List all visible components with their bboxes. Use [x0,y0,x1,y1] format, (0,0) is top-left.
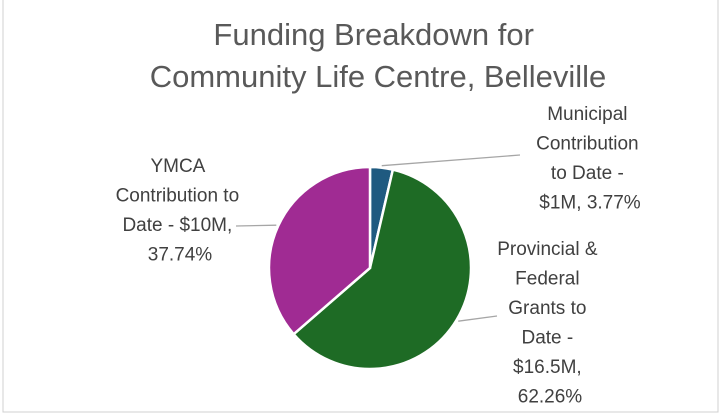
pie-slice [267,165,372,336]
data-label: Provincial & Federal Grants to Date - $1… [497,239,603,408]
leader-line [381,154,521,167]
leader-line [235,224,277,227]
chart-title: Funding Breakdown for Community Life Cen… [150,17,607,94]
leader-line [458,315,498,322]
data-label: Municipal Contribution to Date - $1M, 3.… [536,104,644,214]
pie-slice [291,168,473,371]
data-label: YMCA Contribution to Date - $10M, 37.74% [116,156,245,266]
